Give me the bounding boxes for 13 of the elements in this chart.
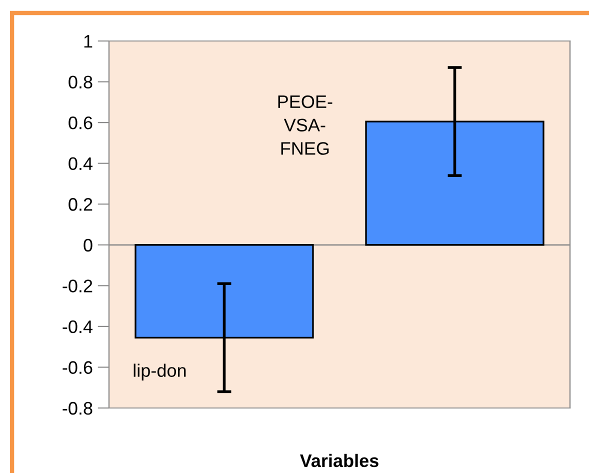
y-tick-label: 1: [84, 35, 92, 48]
annotation: lip-don: [134, 364, 186, 381]
y-tick-label: -0.8: [62, 402, 92, 415]
y-tick-label: -0.6: [62, 361, 92, 374]
y-tick-label: -0.4: [62, 320, 92, 334]
y-tick-label: 0: [84, 238, 92, 252]
y-tick-label: 0.2: [68, 198, 92, 211]
y-tick-label: 0.4: [68, 157, 92, 170]
y-tick-label: -0.2: [62, 280, 92, 292]
x-axis-title: Variables: [300, 454, 378, 468]
y-tick-label: 0.6: [68, 116, 92, 130]
annotation: PEOE-VSA-FNEG: [278, 95, 332, 155]
y-tick-label: 0.8: [68, 76, 92, 88]
